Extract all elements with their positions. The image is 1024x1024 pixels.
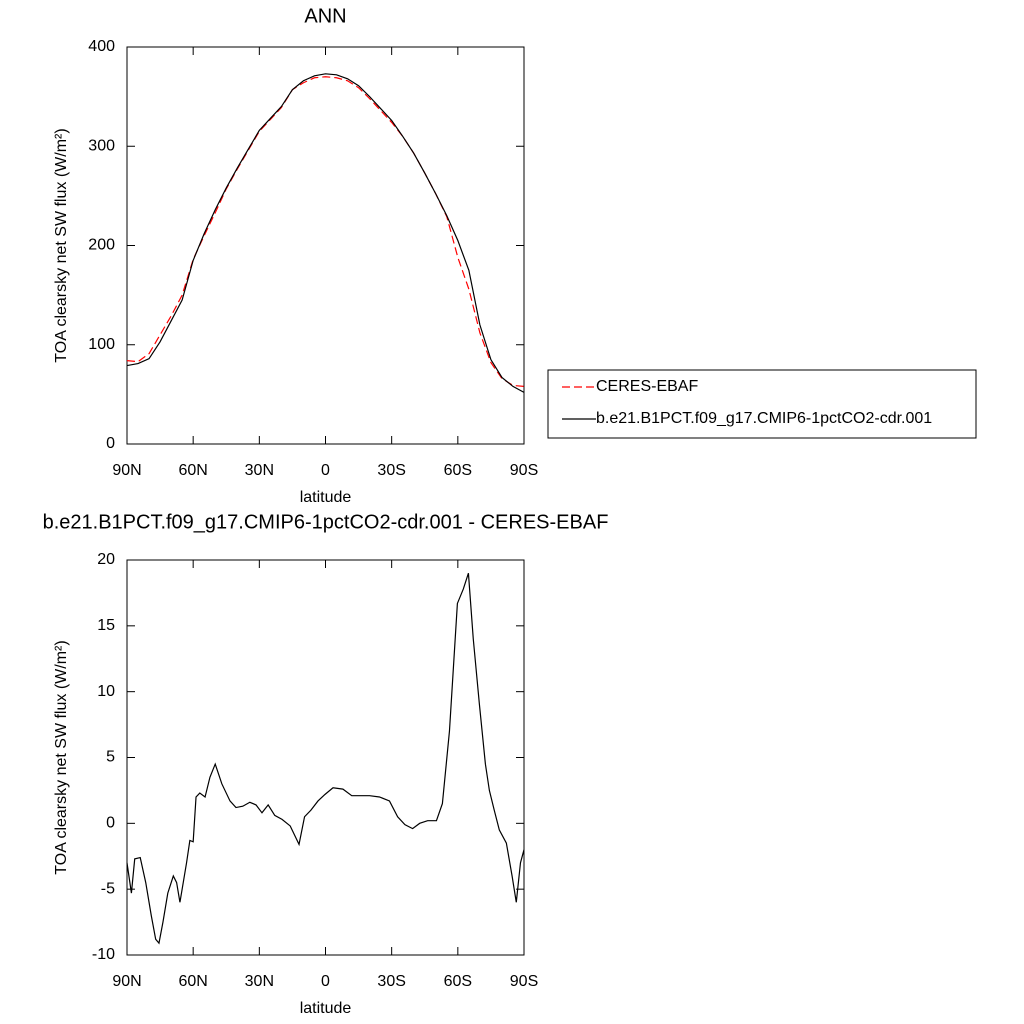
x-axis-label: latitude [300,1000,352,1017]
y-tick-label: -5 [101,880,115,897]
legend-box [547,369,977,439]
y-tick-label: 20 [97,551,115,568]
x-tick-label: 90N [112,973,141,990]
x-tick-label: 90S [510,462,538,479]
legend: CERES-EBAF b.e21.B1PCT.f09_g17.CMIP6-1pct… [547,369,977,439]
data-line [126,73,525,393]
data-line [126,572,525,945]
y-tick-label: 200 [88,237,115,254]
plot-frame [126,559,525,956]
x-tick-label: 90N [112,462,141,479]
y-tick-label: 15 [97,617,115,634]
y-axis-label: TOA clearsky net SW flux (W/m²) [53,640,70,874]
x-tick-label: 60S [444,973,472,990]
y-tick-label: 10 [97,683,115,700]
x-tick-label: 30S [377,462,405,479]
x-tick-label: 90S [510,973,538,990]
x-tick-label: 60S [444,462,472,479]
y-tick-label: -10 [92,946,115,963]
y-axis-label: TOA clearsky net SW flux (W/m²) [53,128,70,362]
y-tick-label: 0 [106,815,115,832]
y-tick-label: 400 [88,38,115,55]
y-tick-label: 0 [106,435,115,452]
x-tick-label: 30N [245,462,274,479]
chart-title: b.e21.B1PCT.f09_g17.CMIP6-1pctCO2-cdr.00… [43,511,609,533]
x-tick-label: 30S [377,973,405,990]
x-axis-label: latitude [300,489,352,506]
x-tick-label: 60N [178,462,207,479]
x-tick-label: 60N [178,973,207,990]
x-tick-label: 0 [321,973,330,990]
x-tick-label: 30N [245,973,274,990]
data-line [126,76,525,388]
plot-frame [126,46,525,445]
x-tick-label: 0 [321,462,330,479]
chart-title: ANN [304,5,346,27]
y-tick-label: 5 [106,749,115,766]
legend-label: CERES-EBAF [596,378,698,395]
legend-label: b.e21.B1PCT.f09_g17.CMIP6-1pctCO2-cdr.00… [596,410,932,427]
y-tick-label: 100 [88,336,115,353]
y-tick-label: 300 [88,137,115,154]
